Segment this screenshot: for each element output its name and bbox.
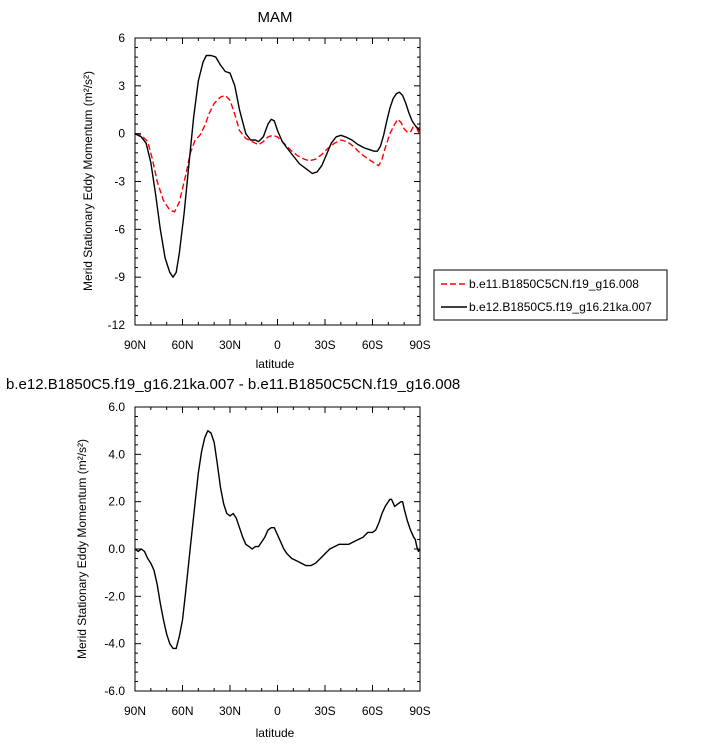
legend-box — [433, 269, 668, 321]
y-tick-label: -9 — [114, 270, 125, 284]
y-tick-label: -6 — [114, 222, 125, 236]
y-tick-label: 0 — [118, 127, 125, 141]
legend: b.e11.B1850C5CN.f19_g16.008 b.e12.B1850C… — [433, 269, 668, 321]
x-tick-label: 0 — [274, 704, 281, 718]
top-axes: 90N 60N 30N 0 30S 60S 90S -12 -9 -6 -3 0 3 6 — [108, 31, 431, 352]
x-tick-label: 60N — [171, 704, 193, 718]
x-tick-label: 90N — [124, 704, 146, 718]
x-tick-label: 30N — [219, 338, 241, 352]
x-tick-label: 90S — [409, 704, 430, 718]
top-series-group — [134, 54, 421, 278]
series-line-1-1 — [134, 94, 421, 213]
y-tick-label: 0.0 — [108, 542, 125, 556]
top-x-axis-label: latitude — [256, 357, 295, 371]
bottom-axes: 90N 60N 30N 0 30S 60S 90S -6.0 -4.0 -2.0 0.0 2.0 4.0… — [104, 400, 430, 718]
y-tick-label: -4.0 — [104, 637, 125, 651]
series-line-1-2 — [134, 54, 421, 278]
x-tick-label: 60S — [362, 704, 383, 718]
x-tick-label: 0 — [274, 338, 281, 352]
x-tick-label: 60S — [362, 338, 383, 352]
legend-label-series-1: b.e11.B1850C5CN.f19_g16.008 — [469, 277, 639, 291]
y-tick-label: 3 — [118, 79, 125, 93]
x-tick-label: 30S — [314, 338, 335, 352]
bottom-y-axis-label: Merid Stationary Eddy Momentum (m²/s²) — [75, 439, 89, 659]
y-tick-label: -3 — [114, 175, 125, 189]
x-tick-label: 90N — [124, 338, 146, 352]
bottom-x-axis-label: latitude — [256, 726, 295, 740]
x-tick-label: 30N — [219, 704, 241, 718]
y-tick-label: -6.0 — [104, 684, 125, 698]
x-tick-label: 30S — [314, 704, 335, 718]
y-tick-label: -12 — [108, 318, 126, 332]
top-panel: MAM 90N 60N 30N 0 30S 60S 90S -12 -9 -6 -3 0 3 6 lati… — [81, 9, 668, 371]
y-tick-label: 2.0 — [108, 495, 125, 509]
y-tick-label: 6.0 — [108, 400, 125, 414]
top-y-axis-label: Merid Stationary Eddy Momentum (m²/s²) — [81, 71, 95, 291]
bottom-panel: b.e12.B1850C5.f19_g16.21ka.007 - b.e11.B… — [6, 376, 460, 740]
x-tick-label: 90S — [409, 338, 430, 352]
series-line-2-1 — [134, 430, 421, 650]
top-chart-title: MAM — [258, 9, 293, 26]
y-tick-label: -2.0 — [104, 589, 125, 603]
y-tick-label: 4.0 — [108, 447, 125, 461]
top-plot-frame — [134, 37, 421, 326]
bottom-chart-title: b.e12.B1850C5.f19_g16.21ka.007 - b.e11.B… — [6, 376, 460, 393]
bottom-series-group — [134, 430, 421, 650]
x-tick-label: 60N — [171, 338, 193, 352]
y-tick-label: 6 — [118, 31, 125, 45]
legend-label-series-2: b.e12.B1850C5.f19_g16.21ka.007 — [469, 300, 652, 314]
bottom-plot-frame — [134, 406, 421, 692]
